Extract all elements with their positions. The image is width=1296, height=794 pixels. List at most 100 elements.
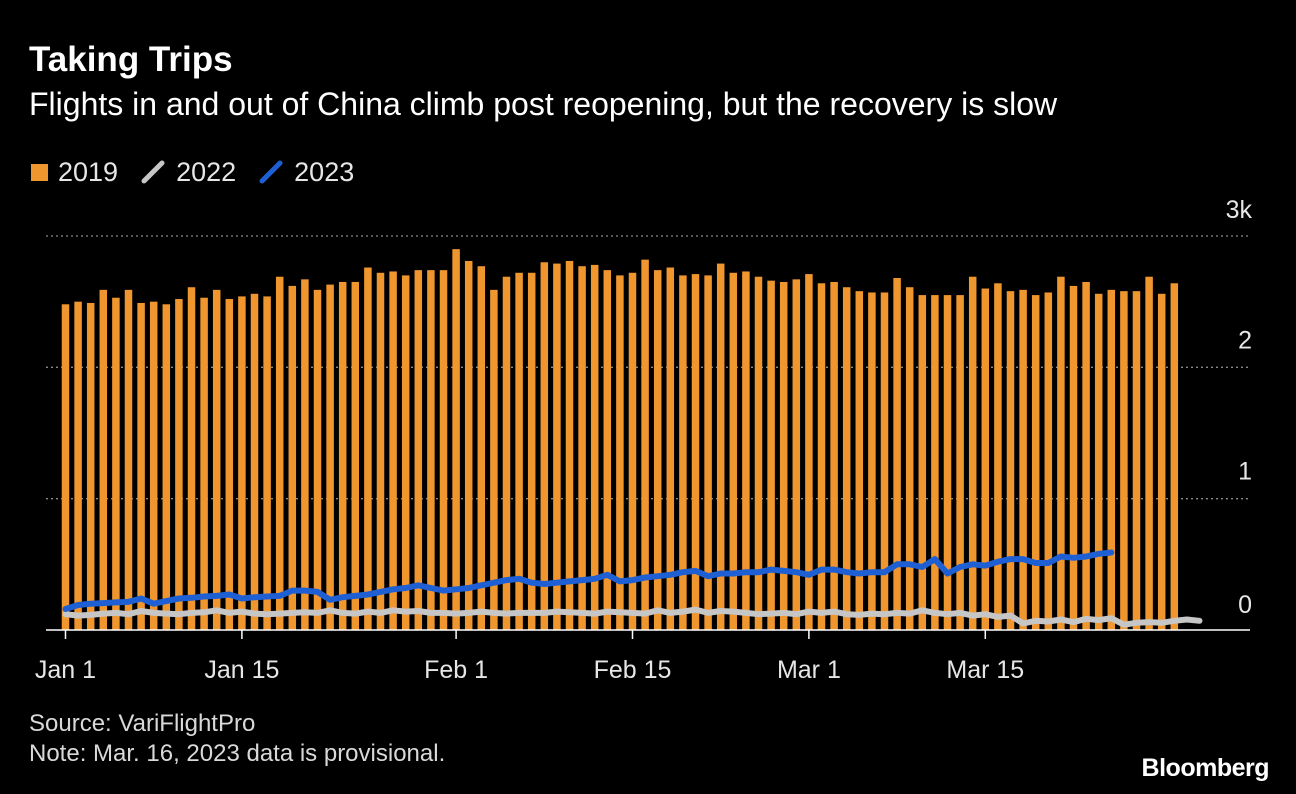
- bar-2019: [603, 270, 612, 630]
- legend-label-2019: 2019: [58, 156, 119, 187]
- bar-2019: [401, 275, 410, 630]
- bar-2019: [99, 289, 108, 630]
- bar-2019: [137, 302, 145, 630]
- chart-legend: 2019 2022 2023: [31, 154, 376, 190]
- legend-item-2022: 2022: [140, 157, 236, 188]
- bar-2019: [477, 266, 486, 630]
- x-tick-label-Feb-15: Feb 15: [594, 656, 672, 684]
- bar-2019: [187, 287, 196, 630]
- bar-2019: [527, 272, 536, 630]
- bar-2019: [263, 296, 271, 630]
- bar-2019: [225, 299, 234, 630]
- bar-2019: [1094, 293, 1103, 630]
- bar-2019: [464, 260, 473, 630]
- bar-2019: [1170, 283, 1179, 630]
- bar-2019: [502, 276, 511, 630]
- legend-item-2023: 2023: [258, 157, 354, 188]
- bar-2019: [1019, 289, 1027, 630]
- bar-2019: [653, 270, 662, 630]
- bar-2019: [452, 249, 460, 630]
- bar-2019: [855, 291, 864, 630]
- bar-2019: [994, 283, 1002, 630]
- bar-2019: [212, 289, 221, 630]
- bar-2019: [792, 279, 801, 630]
- bar-2019: [905, 287, 914, 630]
- bar-2019: [124, 289, 133, 630]
- y-tick-label-1: 1: [1238, 458, 1252, 486]
- bar-2019: [250, 293, 259, 630]
- x-tick-label-Mar-1: Mar 1: [777, 656, 841, 684]
- bar-2019: [200, 297, 208, 630]
- bar-2019: [288, 285, 297, 630]
- bar-2019: [880, 292, 889, 630]
- bar-2019: [1057, 276, 1065, 630]
- bar-2019: [754, 276, 763, 630]
- bar-2019: [716, 263, 725, 630]
- legend-swatch-2019: [31, 163, 48, 181]
- legend-swatch-2022: [141, 160, 165, 184]
- legend-label-2023: 2023: [294, 156, 355, 187]
- bar-2019: [817, 283, 826, 630]
- provisional-note: Note: Mar. 16, 2023 data is provisional.: [29, 740, 446, 767]
- bar-2019: [691, 274, 700, 630]
- bar-2019: [275, 276, 284, 630]
- y-tick-label-3k: 3k: [1226, 196, 1253, 224]
- bar-2019: [414, 270, 423, 630]
- bar-2019: [86, 302, 95, 630]
- chart-subtitle: Flights in and out of China climb post r…: [29, 86, 1058, 122]
- source-note: Source: VariFlightPro: [29, 710, 256, 737]
- bar-2019: [313, 289, 322, 630]
- bar-2019: [1082, 281, 1090, 630]
- bar-2019: [238, 296, 246, 630]
- bar-2019: [666, 267, 675, 630]
- y-tick-label-0: 0: [1238, 591, 1252, 619]
- x-tick-label-Jan-1: Jan 1: [35, 656, 96, 684]
- bar-2019: [1069, 285, 1078, 630]
- bar-2019: [149, 301, 158, 630]
- bar-2019: [842, 287, 851, 630]
- bloomberg-logo: Bloomberg: [1141, 754, 1270, 782]
- bar-2019: [565, 260, 574, 630]
- bar-2019: [540, 262, 549, 630]
- bar-2019: [1031, 295, 1040, 630]
- bar-2019: [338, 281, 347, 630]
- x-tick-label-Mar-15: Mar 15: [946, 656, 1024, 684]
- bar-2019: [1107, 289, 1116, 630]
- bar-2019: [389, 271, 397, 630]
- bar-2019: [641, 259, 649, 630]
- bar-2019: [931, 295, 939, 630]
- bar-2019: [515, 272, 523, 630]
- bar-2019: [767, 280, 775, 630]
- bar-2019: [830, 281, 838, 630]
- series-line-2023: [62, 549, 1115, 612]
- bar-2019: [1132, 291, 1141, 630]
- series-line-2022: [62, 606, 1203, 628]
- bar-2019: [301, 279, 309, 630]
- bar-2019: [805, 274, 813, 630]
- bar-2019: [74, 301, 82, 630]
- bar-2019: [326, 284, 334, 630]
- bar-2019: [956, 295, 964, 630]
- bar-2019: [351, 281, 360, 630]
- bar-2019: [578, 266, 586, 630]
- bar-2019: [968, 276, 977, 630]
- chart-title: Taking Trips: [29, 40, 233, 79]
- bar-2019: [893, 278, 901, 630]
- bar-2019: [918, 295, 927, 630]
- bar-2019: [364, 267, 372, 630]
- bar-2019: [729, 272, 738, 630]
- bar-2019: [981, 288, 990, 630]
- x-tick-label-Feb-1: Feb 1: [424, 656, 488, 684]
- y-tick-label-2: 2: [1238, 326, 1252, 354]
- bar-2019: [1006, 291, 1015, 630]
- bar-2019: [490, 289, 498, 630]
- bar-2019: [704, 275, 712, 630]
- bar-2019: [427, 270, 435, 630]
- bar-2019: [1120, 291, 1128, 630]
- bar-2019: [590, 264, 599, 630]
- bar-2019: [175, 299, 183, 630]
- bar-2019: [943, 295, 952, 630]
- x-tick-label-Jan-15: Jan 15: [204, 656, 279, 684]
- bar-2019: [1145, 276, 1153, 630]
- legend-swatch-2023: [259, 160, 283, 184]
